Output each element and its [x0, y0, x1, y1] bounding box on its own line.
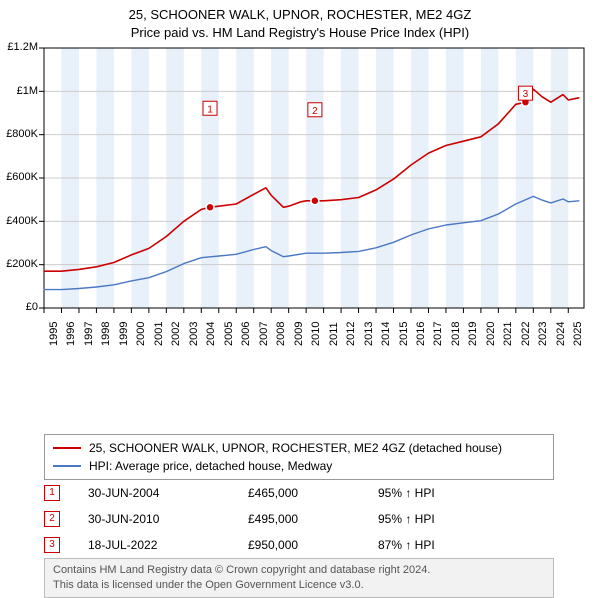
sale-marker: 2	[44, 511, 60, 527]
x-tick-label: 2007	[258, 322, 270, 346]
y-tick-label: £400K	[0, 215, 38, 227]
x-tick-label: 2018	[450, 322, 462, 346]
legend: 25, SCHOONER WALK, UPNOR, ROCHESTER, ME2…	[44, 434, 554, 480]
sale-price: £495,000	[248, 512, 378, 526]
y-tick-label: £0	[0, 301, 38, 313]
legend-label: HPI: Average price, detached house, Medw…	[89, 459, 332, 473]
x-tick-label: 2014	[380, 322, 392, 346]
x-tick-label: 2015	[398, 322, 410, 346]
sale-pct: 95% ↑ HPI	[378, 512, 498, 526]
legend-swatch	[53, 465, 81, 467]
x-tick-label: 2021	[502, 322, 514, 346]
x-tick-label: 1997	[83, 322, 95, 346]
title-line-1: 25, SCHOONER WALK, UPNOR, ROCHESTER, ME2…	[0, 6, 600, 24]
x-tick-label: 2010	[310, 322, 322, 346]
x-tick-label: 2017	[432, 322, 444, 346]
sale-row: 2 30-JUN-2010£495,00095% ↑ HPI	[44, 506, 554, 532]
x-tick-label: 1995	[48, 322, 60, 346]
chart-area: 1 2 3 1995 1996 1997 1998 1999 2000 2001 2002 2003…	[0, 42, 600, 382]
footer-line-1: Contains HM Land Registry data © Crown c…	[53, 563, 545, 578]
x-tick-label: 2020	[485, 322, 497, 346]
sale-marker: 1	[44, 485, 60, 501]
sale-row: 3 18-JUL-2022£950,00087% ↑ HPI	[44, 532, 554, 558]
sales-table: 1 30-JUN-2004£465,00095% ↑ HPI 2 30-JUN-201…	[44, 480, 554, 558]
x-tick-label: 2012	[345, 322, 357, 346]
svg-text:1: 1	[207, 105, 213, 116]
chart-title: 25, SCHOONER WALK, UPNOR, ROCHESTER, ME2…	[0, 0, 600, 42]
x-tick-label: 2023	[537, 322, 549, 346]
x-tick-label: 2009	[293, 322, 305, 346]
y-tick-label: £600K	[0, 171, 38, 183]
x-tick-label: 2024	[555, 322, 567, 346]
legend-label: 25, SCHOONER WALK, UPNOR, ROCHESTER, ME2…	[89, 441, 502, 455]
legend-swatch	[53, 447, 81, 449]
sale-price: £950,000	[248, 538, 378, 552]
x-tick-label: 2002	[170, 322, 182, 346]
x-tick-label: 2016	[415, 322, 427, 346]
x-tick-label: 2025	[572, 322, 584, 346]
title-line-2: Price paid vs. HM Land Registry's House …	[0, 24, 600, 42]
x-tick-label: 2003	[188, 322, 200, 346]
x-tick-label: 2006	[240, 322, 252, 346]
sale-pct: 87% ↑ HPI	[378, 538, 498, 552]
sale-date: 30-JUN-2010	[88, 512, 248, 526]
legend-row: HPI: Average price, detached house, Medw…	[53, 457, 545, 475]
x-tick-label: 2011	[328, 323, 340, 347]
sale-date: 30-JUN-2004	[88, 486, 248, 500]
y-tick-label: £1M	[0, 85, 38, 97]
svg-text:3: 3	[523, 90, 529, 101]
x-tick-label: 2008	[275, 322, 287, 346]
sale-pct: 95% ↑ HPI	[378, 486, 498, 500]
x-tick-label: 2000	[135, 322, 147, 346]
x-tick-label: 1998	[100, 322, 112, 346]
footer: Contains HM Land Registry data © Crown c…	[44, 558, 554, 598]
x-tick-label: 2019	[467, 322, 479, 346]
legend-row: 25, SCHOONER WALK, UPNOR, ROCHESTER, ME2…	[53, 439, 545, 457]
x-tick-label: 2004	[205, 322, 217, 346]
y-tick-label: £800K	[0, 128, 38, 140]
x-tick-label: 2001	[153, 322, 165, 346]
footer-line-2: This data is licensed under the Open Gov…	[53, 578, 545, 593]
x-tick-label: 1999	[118, 322, 130, 346]
x-tick-label: 2013	[363, 322, 375, 346]
sale-price: £465,000	[248, 486, 378, 500]
x-tick-label: 2022	[520, 322, 532, 346]
y-tick-label: £200K	[0, 258, 38, 270]
y-tick-label: £1.2M	[0, 41, 38, 53]
sale-marker: 3	[44, 537, 60, 553]
sale-date: 18-JUL-2022	[88, 538, 248, 552]
x-tick-label: 1996	[65, 322, 77, 346]
svg-text:2: 2	[312, 106, 318, 117]
x-tick-label: 2005	[223, 322, 235, 346]
sale-row: 1 30-JUN-2004£465,00095% ↑ HPI	[44, 480, 554, 506]
